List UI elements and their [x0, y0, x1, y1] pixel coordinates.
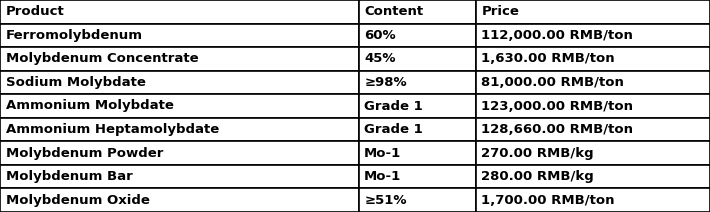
- Bar: [359, 118, 476, 141]
- Bar: [359, 0, 476, 24]
- Bar: [476, 47, 710, 71]
- Bar: [476, 24, 710, 47]
- Bar: [476, 165, 710, 188]
- Bar: [359, 94, 476, 118]
- Bar: [476, 141, 710, 165]
- Text: 1,630.00 RMB/ton: 1,630.00 RMB/ton: [481, 52, 615, 65]
- Text: Ammonium Molybdate: Ammonium Molybdate: [6, 99, 173, 113]
- Bar: [359, 24, 476, 47]
- Text: Mo-1: Mo-1: [364, 170, 401, 183]
- Bar: [0, 165, 359, 188]
- Text: Ammonium Heptamolybdate: Ammonium Heptamolybdate: [6, 123, 219, 136]
- Text: 81,000.00 RMB/ton: 81,000.00 RMB/ton: [481, 76, 624, 89]
- Bar: [476, 188, 710, 212]
- Text: 123,000.00 RMB/ton: 123,000.00 RMB/ton: [481, 99, 633, 113]
- Text: Molybdenum Oxide: Molybdenum Oxide: [6, 194, 150, 207]
- Bar: [0, 118, 359, 141]
- Bar: [476, 0, 710, 24]
- Text: Sodium Molybdate: Sodium Molybdate: [6, 76, 146, 89]
- Text: 280.00 RMB/kg: 280.00 RMB/kg: [481, 170, 594, 183]
- Bar: [359, 188, 476, 212]
- Text: Product: Product: [6, 5, 65, 18]
- Text: Molybdenum Bar: Molybdenum Bar: [6, 170, 133, 183]
- Text: ≥51%: ≥51%: [364, 194, 407, 207]
- Bar: [359, 47, 476, 71]
- Text: Price: Price: [481, 5, 519, 18]
- Text: 128,660.00 RMB/ton: 128,660.00 RMB/ton: [481, 123, 633, 136]
- Bar: [359, 165, 476, 188]
- Bar: [0, 24, 359, 47]
- Bar: [476, 94, 710, 118]
- Text: 270.00 RMB/kg: 270.00 RMB/kg: [481, 147, 594, 160]
- Bar: [359, 71, 476, 94]
- Bar: [0, 71, 359, 94]
- Text: Grade 1: Grade 1: [364, 99, 423, 113]
- Bar: [476, 71, 710, 94]
- Bar: [0, 47, 359, 71]
- Text: Grade 1: Grade 1: [364, 123, 423, 136]
- Text: 60%: 60%: [364, 29, 396, 42]
- Bar: [476, 118, 710, 141]
- Text: ≥98%: ≥98%: [364, 76, 407, 89]
- Text: 45%: 45%: [364, 52, 395, 65]
- Text: Mo-1: Mo-1: [364, 147, 401, 160]
- Text: Molybdenum Concentrate: Molybdenum Concentrate: [6, 52, 198, 65]
- Bar: [0, 188, 359, 212]
- Bar: [359, 141, 476, 165]
- Bar: [0, 0, 359, 24]
- Text: Content: Content: [364, 5, 423, 18]
- Text: Ferromolybdenum: Ferromolybdenum: [6, 29, 143, 42]
- Bar: [0, 141, 359, 165]
- Text: 112,000.00 RMB/ton: 112,000.00 RMB/ton: [481, 29, 633, 42]
- Bar: [0, 94, 359, 118]
- Text: 1,700.00 RMB/ton: 1,700.00 RMB/ton: [481, 194, 615, 207]
- Text: Molybdenum Powder: Molybdenum Powder: [6, 147, 163, 160]
